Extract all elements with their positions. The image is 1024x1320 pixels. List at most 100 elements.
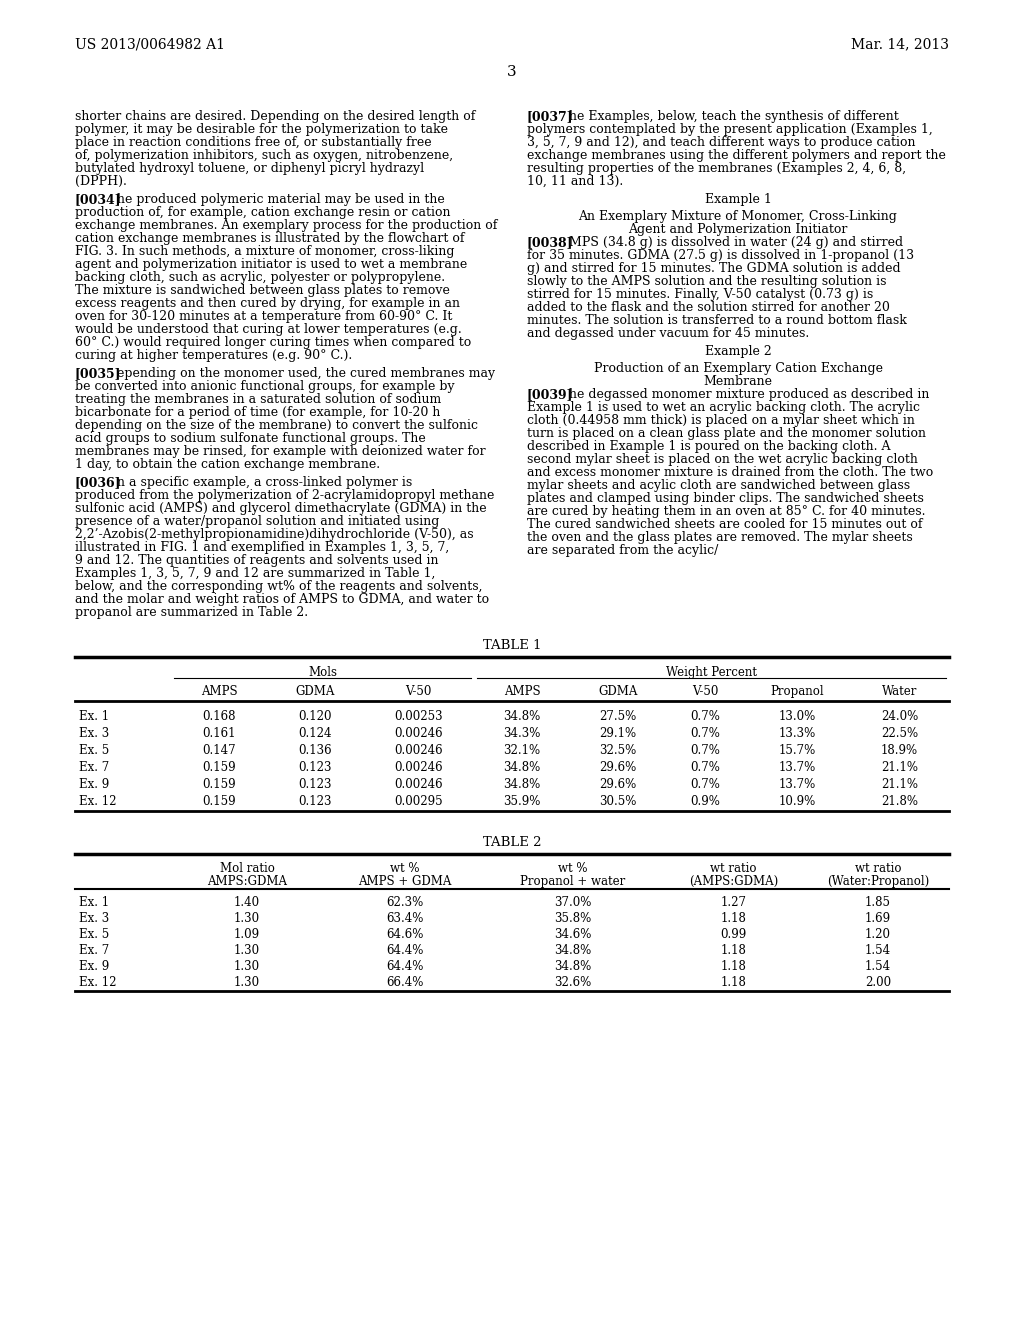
Text: 3: 3 — [507, 65, 517, 79]
Text: Example 2: Example 2 — [705, 345, 771, 358]
Text: turn is placed on a clean glass plate and the monomer solution: turn is placed on a clean glass plate an… — [527, 426, 926, 440]
Text: 32.5%: 32.5% — [599, 744, 637, 756]
Text: Mols: Mols — [308, 667, 337, 678]
Text: 29.6%: 29.6% — [599, 777, 637, 791]
Text: 1.69: 1.69 — [865, 912, 891, 925]
Text: 10.9%: 10.9% — [778, 795, 816, 808]
Text: Ex. 12: Ex. 12 — [79, 795, 117, 808]
Text: (Water:Propanol): (Water:Propanol) — [826, 875, 929, 888]
Text: below, and the corresponding wt% of the reagents and solvents,: below, and the corresponding wt% of the … — [75, 579, 482, 593]
Text: 0.00246: 0.00246 — [394, 762, 442, 774]
Text: 0.159: 0.159 — [202, 795, 236, 808]
Text: 22.5%: 22.5% — [881, 727, 919, 741]
Text: 0.120: 0.120 — [298, 710, 332, 723]
Text: epending on the monomer used, the cured membranes may: epending on the monomer used, the cured … — [117, 367, 496, 380]
Text: 34.8%: 34.8% — [554, 960, 591, 973]
Text: 0.123: 0.123 — [298, 762, 332, 774]
Text: 34.3%: 34.3% — [504, 727, 541, 741]
Text: FIG. 3. In such methods, a mixture of monomer, cross-liking: FIG. 3. In such methods, a mixture of mo… — [75, 246, 455, 257]
Text: 0.7%: 0.7% — [690, 727, 720, 741]
Text: treating the membranes in a saturated solution of sodium: treating the membranes in a saturated so… — [75, 393, 441, 407]
Text: 0.99: 0.99 — [720, 928, 746, 941]
Text: 66.4%: 66.4% — [386, 975, 423, 989]
Text: [0038]: [0038] — [527, 236, 573, 249]
Text: 0.123: 0.123 — [298, 777, 332, 791]
Text: Ex. 9: Ex. 9 — [79, 960, 110, 973]
Text: would be understood that curing at lower temperatures (e.g.: would be understood that curing at lower… — [75, 323, 462, 337]
Text: 0.00246: 0.00246 — [394, 727, 442, 741]
Text: oven for 30-120 minutes at a temperature from 60-90° C. It: oven for 30-120 minutes at a temperature… — [75, 310, 453, 323]
Text: 13.3%: 13.3% — [778, 727, 816, 741]
Text: GDMA: GDMA — [295, 685, 335, 698]
Text: 15.7%: 15.7% — [778, 744, 816, 756]
Text: butylated hydroxyl toluene, or diphenyl picryl hydrazyl: butylated hydroxyl toluene, or diphenyl … — [75, 162, 424, 176]
Text: slowly to the AMPS solution and the resulting solution is: slowly to the AMPS solution and the resu… — [527, 275, 887, 288]
Text: 13.0%: 13.0% — [778, 710, 816, 723]
Text: 1.54: 1.54 — [865, 944, 891, 957]
Text: Ex. 1: Ex. 1 — [79, 710, 110, 723]
Text: 2.00: 2.00 — [865, 975, 891, 989]
Text: 32.1%: 32.1% — [504, 744, 541, 756]
Text: are cured by heating them in an oven at 85° C. for 40 minutes.: are cured by heating them in an oven at … — [527, 506, 926, 517]
Text: 21.8%: 21.8% — [881, 795, 918, 808]
Text: 21.1%: 21.1% — [881, 762, 918, 774]
Text: added to the flask and the solution stirred for another 20: added to the flask and the solution stir… — [527, 301, 890, 314]
Text: 1.20: 1.20 — [865, 928, 891, 941]
Text: sulfonic acid (AMPS) and glycerol dimethacrylate (GDMA) in the: sulfonic acid (AMPS) and glycerol dimeth… — [75, 502, 486, 515]
Text: 1.30: 1.30 — [233, 944, 260, 957]
Text: exchange membranes. An exemplary process for the production of: exchange membranes. An exemplary process… — [75, 219, 498, 232]
Text: resulting properties of the membranes (Examples 2, 4, 6, 8,: resulting properties of the membranes (E… — [527, 162, 906, 176]
Text: Propanol + water: Propanol + water — [520, 875, 625, 888]
Text: V-50: V-50 — [692, 685, 718, 698]
Text: 27.5%: 27.5% — [599, 710, 637, 723]
Text: Membrane: Membrane — [703, 375, 772, 388]
Text: V-50: V-50 — [406, 685, 432, 698]
Text: 64.4%: 64.4% — [386, 960, 423, 973]
Text: Ex. 3: Ex. 3 — [79, 912, 110, 925]
Text: be converted into anionic functional groups, for example by: be converted into anionic functional gro… — [75, 380, 455, 393]
Text: he degassed monomer mixture produced as described in: he degassed monomer mixture produced as … — [569, 388, 930, 401]
Text: 0.168: 0.168 — [203, 710, 236, 723]
Text: TABLE 2: TABLE 2 — [482, 836, 542, 849]
Text: Ex. 5: Ex. 5 — [79, 744, 110, 756]
Text: AMPS + GDMA: AMPS + GDMA — [357, 875, 452, 888]
Text: Examples 1, 3, 5, 7, 9 and 12 are summarized in Table 1,: Examples 1, 3, 5, 7, 9 and 12 are summar… — [75, 568, 435, 579]
Text: he produced polymeric material may be used in the: he produced polymeric material may be us… — [117, 193, 444, 206]
Text: depending on the size of the membrane) to convert the sulfonic: depending on the size of the membrane) t… — [75, 418, 478, 432]
Text: [0035]: [0035] — [75, 367, 122, 380]
Text: 1.54: 1.54 — [865, 960, 891, 973]
Text: 0.161: 0.161 — [203, 727, 236, 741]
Text: [0039]: [0039] — [527, 388, 573, 401]
Text: Production of an Exemplary Cation Exchange: Production of an Exemplary Cation Exchan… — [594, 362, 883, 375]
Text: wt %: wt % — [558, 862, 587, 875]
Text: 1.30: 1.30 — [233, 975, 260, 989]
Text: propanol are summarized in Table 2.: propanol are summarized in Table 2. — [75, 606, 308, 619]
Text: 0.147: 0.147 — [202, 744, 236, 756]
Text: n a specific example, a cross-linked polymer is: n a specific example, a cross-linked pol… — [117, 477, 413, 488]
Text: wt ratio: wt ratio — [855, 862, 901, 875]
Text: (AMPS:GDMA): (AMPS:GDMA) — [689, 875, 778, 888]
Text: AMPS: AMPS — [504, 685, 541, 698]
Text: 64.6%: 64.6% — [386, 928, 423, 941]
Text: and degassed under vacuum for 45 minutes.: and degassed under vacuum for 45 minutes… — [527, 327, 809, 341]
Text: [0037]: [0037] — [527, 110, 573, 123]
Text: 0.00246: 0.00246 — [394, 744, 442, 756]
Text: Ex. 7: Ex. 7 — [79, 944, 110, 957]
Text: 32.6%: 32.6% — [554, 975, 591, 989]
Text: 29.1%: 29.1% — [599, 727, 637, 741]
Text: Mar. 14, 2013: Mar. 14, 2013 — [851, 37, 949, 51]
Text: Ex. 5: Ex. 5 — [79, 928, 110, 941]
Text: 13.7%: 13.7% — [778, 762, 816, 774]
Text: 0.123: 0.123 — [298, 795, 332, 808]
Text: mylar sheets and acylic cloth are sandwiched between glass: mylar sheets and acylic cloth are sandwi… — [527, 479, 910, 492]
Text: 0.136: 0.136 — [298, 744, 332, 756]
Text: Ex. 7: Ex. 7 — [79, 762, 110, 774]
Text: [0034]: [0034] — [75, 193, 122, 206]
Text: Mol ratio: Mol ratio — [219, 862, 274, 875]
Text: MPS (34.8 g) is dissolved in water (24 g) and stirred: MPS (34.8 g) is dissolved in water (24 g… — [569, 236, 903, 249]
Text: 1 day, to obtain the cation exchange membrane.: 1 day, to obtain the cation exchange mem… — [75, 458, 380, 471]
Text: 1.09: 1.09 — [233, 928, 260, 941]
Text: TABLE 1: TABLE 1 — [482, 639, 542, 652]
Text: 9 and 12. The quantities of reagents and solvents used in: 9 and 12. The quantities of reagents and… — [75, 554, 438, 568]
Text: membranes may be rinsed, for example with deionized water for: membranes may be rinsed, for example wit… — [75, 445, 485, 458]
